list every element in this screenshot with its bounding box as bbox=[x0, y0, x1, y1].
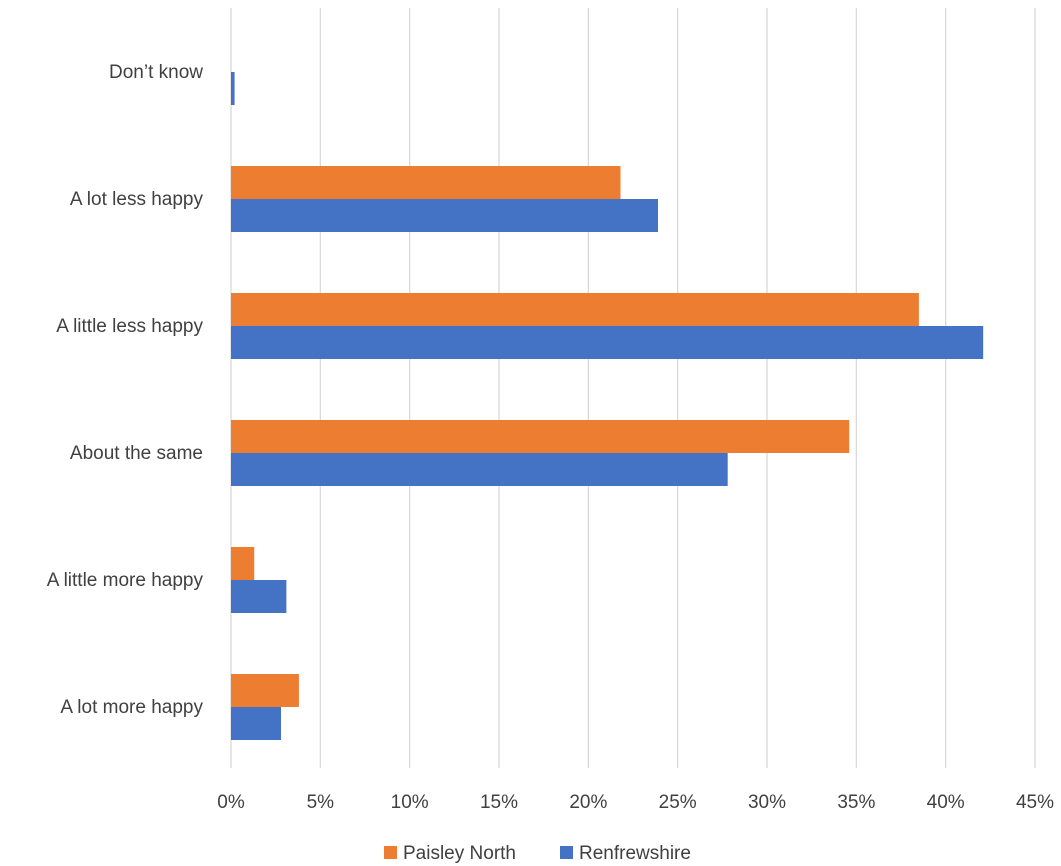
gridlines bbox=[230, 8, 1036, 768]
bar-renfrewshire-a-little-less-happy bbox=[231, 326, 984, 359]
bar-renfrewshire-a-lot-less-happy bbox=[231, 199, 659, 232]
bar-paisley-north-about-the-same bbox=[231, 420, 850, 453]
category-label-a-little-more-happy: A little more happy bbox=[47, 570, 204, 591]
x-tick-label-20: 20% bbox=[569, 792, 607, 813]
x-tick-label-0: 0% bbox=[217, 792, 245, 813]
x-tick-label-40: 40% bbox=[927, 792, 965, 813]
bar-paisley-north-a-little-less-happy bbox=[231, 293, 919, 326]
bar-renfrewshire-about-the-same bbox=[231, 453, 728, 486]
x-tick-label-45: 45% bbox=[1016, 792, 1054, 813]
category-labels: A lot more happy A little more happy About… bbox=[47, 62, 204, 718]
bar-renfrewshire-a-lot-more-happy bbox=[231, 707, 282, 740]
bar-paisley-north-a-lot-less-happy bbox=[231, 166, 621, 199]
x-tick-label-10: 10% bbox=[391, 792, 429, 813]
x-tick-label-15: 15% bbox=[480, 792, 518, 813]
category-label-a-little-less-happy: A little less happy bbox=[56, 316, 203, 337]
category-label-a-lot-less-happy: A lot less happy bbox=[70, 189, 204, 210]
legend-swatch-renfrewshire bbox=[560, 846, 573, 859]
bar-renfrewshire-don-t-know bbox=[231, 72, 235, 105]
x-tick-label-5: 5% bbox=[307, 792, 335, 813]
category-label-don-t-know: Don’t know bbox=[109, 62, 203, 83]
x-axis-tick-labels: 0% 5% 10% 15% 20% 25% 30% 35% 40% 45% bbox=[217, 792, 1054, 813]
legend-swatch-paisley-north bbox=[384, 846, 397, 859]
bars bbox=[231, 72, 984, 740]
category-label-about-the-same: About the same bbox=[70, 443, 203, 464]
x-tick-label-35: 35% bbox=[837, 792, 875, 813]
legend-label-paisley-north: Paisley North bbox=[403, 843, 516, 864]
bar-renfrewshire-a-little-more-happy bbox=[231, 580, 287, 613]
x-tick-label-25: 25% bbox=[659, 792, 697, 813]
bar-paisley-north-a-little-more-happy bbox=[231, 547, 255, 580]
category-label-a-lot-more-happy: A lot more happy bbox=[60, 697, 203, 718]
legend: Paisley North Renfrewshire bbox=[384, 843, 691, 864]
x-tick-label-30: 30% bbox=[748, 792, 786, 813]
bar-paisley-north-a-lot-more-happy bbox=[231, 674, 299, 707]
legend-label-renfrewshire: Renfrewshire bbox=[579, 843, 691, 864]
